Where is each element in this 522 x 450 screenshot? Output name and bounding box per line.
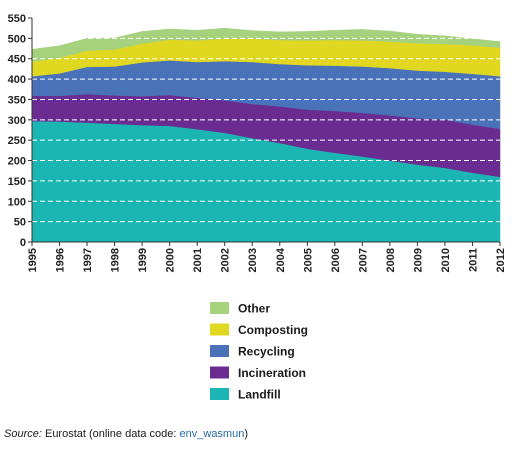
- x-tick-label: 2011: [467, 248, 479, 272]
- x-tick-label: 2009: [412, 248, 424, 272]
- y-tick-label: 550: [8, 13, 26, 25]
- x-tick-label: 2001: [192, 248, 204, 272]
- x-tick-label: 1999: [137, 248, 149, 272]
- stacked-area-chart: 0 50 100 150 200 250 300 350 400 450 500 550 1995 199…: [8, 13, 507, 402]
- x-tick-label: 1997: [82, 248, 94, 272]
- source-label: Source:: [4, 428, 42, 440]
- legend-swatch-landfill: [210, 388, 229, 400]
- x-tick-label: 2008: [385, 248, 397, 272]
- x-tick-label: 2007: [357, 248, 369, 272]
- x-tick-label: 2002: [220, 248, 232, 272]
- source-code: env_wasmun: [179, 428, 245, 440]
- x-tick-label: 2006: [330, 248, 342, 272]
- legend-label-composting: Composting: [238, 323, 308, 337]
- source-text: Eurostat (online data code:: [41, 428, 180, 440]
- legend-swatch-other: [210, 302, 229, 314]
- y-tick-label: 150: [8, 176, 26, 188]
- x-tick-label: 1995: [27, 248, 39, 272]
- y-tick-label: 0: [20, 237, 26, 249]
- source-note: Source: Eurostat (online data code: env_…: [4, 428, 248, 440]
- plot-area: [31, 17, 501, 243]
- y-tick-label: 300: [8, 115, 26, 127]
- legend-swatch-composting: [210, 323, 229, 336]
- y-tick-label: 500: [8, 33, 26, 45]
- axes: 0 50 100 150 200 250 300 350 400 450 500 550 1995 199…: [8, 13, 507, 272]
- x-tick-label: 2004: [275, 247, 287, 272]
- x-tick-label: 2012: [495, 248, 507, 272]
- legend-label-other: Other: [238, 302, 270, 316]
- legend-label-recycling: Recycling: [238, 345, 295, 359]
- x-tick-label: 2003: [247, 248, 259, 272]
- x-tick-label: 1998: [110, 248, 122, 272]
- y-tick-label: 450: [8, 54, 26, 66]
- legend: Other Composting Recycling Incineration Land…: [210, 302, 308, 402]
- y-tick-label: 100: [8, 196, 26, 208]
- y-tick-label: 250: [8, 135, 26, 147]
- x-tick-label: 2000: [165, 248, 177, 272]
- y-tick-label: 400: [8, 74, 26, 86]
- x-tick-label: 1996: [55, 248, 67, 272]
- legend-swatch-incineration: [210, 366, 229, 379]
- y-tick-label: 350: [8, 94, 26, 106]
- legend-label-incineration: Incineration: [238, 366, 306, 380]
- legend-swatch-recycling: [210, 345, 229, 357]
- area-other: [31, 27, 501, 62]
- x-tick-label: 2005: [302, 248, 314, 272]
- legend-label-landfill: Landfill: [238, 388, 281, 402]
- y-tick-label: 50: [14, 217, 26, 229]
- y-tick-label: 200: [8, 156, 26, 168]
- x-tick-label: 2010: [440, 248, 452, 272]
- source-close: ): [244, 428, 249, 440]
